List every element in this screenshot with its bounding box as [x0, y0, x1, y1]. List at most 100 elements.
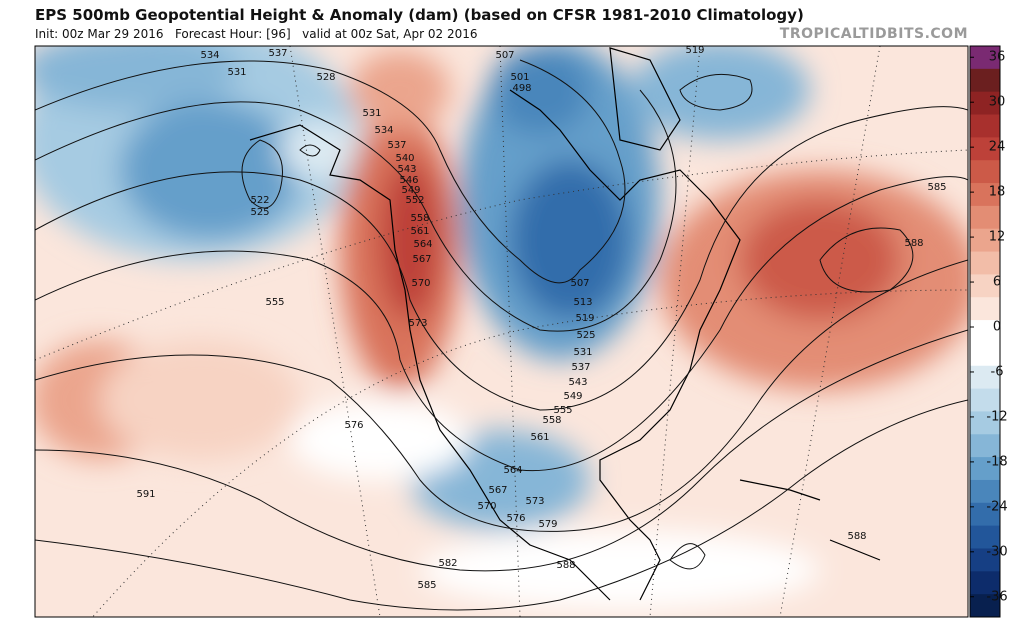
colorbar-tick-label: -6	[991, 364, 1004, 379]
contour-label: 579	[538, 519, 557, 530]
contour-label: 582	[438, 558, 457, 569]
colorbar-frame	[969, 45, 1001, 618]
graticule	[35, 46, 968, 617]
contour-label: 555	[265, 297, 284, 308]
colorbar-band	[970, 274, 1000, 298]
colorbar-band	[970, 160, 1000, 184]
contour-label: 570	[411, 278, 430, 289]
contour-label: 591	[136, 489, 155, 500]
contour-label: 507	[570, 278, 589, 289]
colorbar-band	[970, 594, 1000, 618]
contour-label: 576	[506, 513, 525, 524]
colorbar-band	[970, 388, 1000, 412]
contour-label: 528	[316, 72, 335, 83]
colorbar-tick-label: 0	[993, 320, 1001, 335]
contour-label: 540	[395, 153, 414, 164]
height-contours	[35, 59, 968, 611]
colorbar-band	[970, 297, 1000, 321]
colorbar-tick-label: 24	[989, 140, 1006, 155]
contour-label: 561	[410, 226, 429, 237]
contour-label: 519	[575, 313, 594, 324]
contour-label: 513	[573, 297, 592, 308]
contour-label: 531	[573, 347, 592, 358]
colorbar-tick-label: 12	[989, 230, 1006, 245]
contour-label: 585	[417, 580, 436, 591]
contour-label: 558	[410, 213, 429, 224]
contour-label: 519	[685, 45, 704, 56]
colorbar-tick-label: -36	[986, 589, 1007, 604]
colorbar-band	[970, 365, 1000, 390]
contour-label: 522	[250, 195, 269, 206]
contour-label: 555	[553, 405, 572, 416]
colorbar-band	[970, 525, 1000, 549]
contour-label: 588	[556, 560, 575, 571]
init-line: Init: 00z Mar 29 2016 Forecast Hour: [96…	[35, 27, 477, 41]
colorbar-band	[970, 228, 1000, 253]
contour-label: 567	[412, 254, 431, 265]
colorbar-tick-label: -18	[986, 454, 1007, 469]
watermark: TROPICALTIDBITS.COM	[780, 26, 968, 42]
contour-label: 549	[401, 185, 420, 196]
colorbar-band	[970, 68, 1000, 93]
colorbar-tick-label: 36	[989, 50, 1006, 65]
contour-label: 534	[200, 50, 219, 61]
colorbar-tick-label: 30	[989, 95, 1006, 110]
colorbar-tick-label: -12	[986, 409, 1007, 424]
contour-label: 501	[510, 72, 529, 83]
contour-label: 576	[344, 420, 363, 431]
contour-label: 564	[503, 465, 522, 476]
contour-label: 588	[904, 238, 923, 249]
colorbar-band	[970, 46, 1000, 70]
colorbar-band	[970, 183, 1000, 207]
contour-label: 534	[374, 125, 393, 136]
coastlines	[249, 47, 881, 601]
contour-label: 525	[250, 207, 269, 218]
contour-label: 558	[542, 415, 561, 426]
contour-label: 552	[405, 195, 424, 206]
contour-label: 537	[571, 362, 590, 373]
contour-label: 498	[512, 83, 531, 94]
colorbar: 36 30 24 18 12 6 0 -6 -12 -18 -24 -30 -36	[969, 45, 1008, 618]
contour-label: 531	[362, 108, 381, 119]
colorbar-band	[970, 457, 1000, 481]
colorbar-tick-label: -24	[986, 499, 1007, 514]
contour-label: 549	[563, 391, 582, 402]
contour-label: 543	[568, 377, 587, 388]
colorbar-band	[970, 137, 1000, 161]
contour-label: 585	[927, 182, 946, 193]
colorbar-band	[970, 91, 1000, 116]
colorbar-band	[970, 251, 1000, 275]
colorbar-band	[970, 548, 1000, 572]
anomaly-shading	[35, 46, 968, 610]
map-frame	[34, 45, 969, 618]
colorbar-band	[970, 411, 1000, 435]
contour-label: 573	[525, 496, 544, 507]
contour-label: 546	[399, 175, 418, 186]
colorbar-band	[970, 571, 1000, 595]
contour-label: 564	[413, 239, 432, 250]
contour-label: 537	[268, 48, 287, 59]
contour-label: 537	[387, 140, 406, 151]
title: EPS 500mb Geopotential Height & Anomaly …	[35, 6, 804, 24]
colorbar-tick-label: 6	[993, 275, 1001, 290]
colorbar-band	[970, 342, 1000, 367]
contour-label: 507	[495, 50, 514, 61]
contour-label: 543	[397, 164, 416, 175]
contour-label: 573	[408, 318, 427, 329]
contour-label: 525	[576, 330, 595, 341]
colorbar-band	[970, 434, 1000, 458]
colorbar-band	[970, 479, 1000, 504]
colorbar-band	[970, 320, 1000, 344]
contour-label: 567	[488, 485, 507, 496]
contour-label: 570	[477, 501, 496, 512]
contour-label: 588	[847, 531, 866, 542]
colorbar-tick-label: 18	[989, 185, 1006, 200]
contour-label: 561	[530, 432, 549, 443]
colorbar-band	[970, 114, 1000, 138]
colorbar-band	[970, 502, 1000, 527]
contour-label: 531	[227, 67, 246, 78]
